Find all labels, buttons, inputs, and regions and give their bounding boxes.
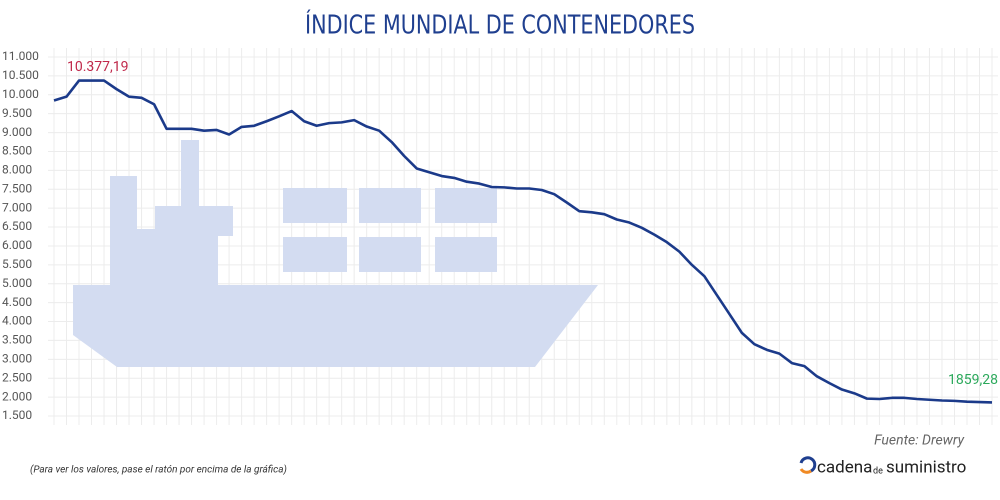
- y-tick-label: 8.500: [2, 144, 32, 158]
- y-tick-label: 10.000: [2, 87, 39, 101]
- y-tick-label: 1.500: [2, 408, 32, 422]
- y-tick-label: 8.000: [2, 163, 32, 177]
- y-tick-label: 2.500: [2, 370, 32, 384]
- brand-part: cadena: [817, 457, 872, 477]
- y-tick-label: 5.000: [2, 276, 32, 290]
- y-tick-label: 7.000: [2, 200, 32, 214]
- y-tick-label: 5.500: [2, 257, 32, 271]
- y-tick-label: 4.000: [2, 314, 32, 328]
- y-tick-label: 7.500: [2, 181, 32, 195]
- data-label: 10.377,19: [67, 59, 129, 75]
- chart-title: ÍNDICE MUNDIAL DE CONTENEDORES: [305, 9, 695, 41]
- y-tick-label: 3.000: [2, 351, 32, 365]
- data-line: [53, 79, 993, 404]
- plot: 10.377,19 1859,28: [53, 59, 998, 404]
- brand-part: suministro: [886, 457, 966, 477]
- y-tick-label: 11.000: [2, 49, 39, 63]
- y-tick-label: 6.500: [2, 219, 32, 233]
- data-label: 1859,28: [948, 372, 998, 388]
- y-tick-label: 4.500: [2, 295, 32, 309]
- y-tick-label: 10.500: [2, 68, 39, 82]
- y-tick-label: 9.500: [2, 106, 32, 120]
- y-tick-label: 6.000: [2, 238, 32, 252]
- y-tick-label: 3.500: [2, 333, 32, 347]
- footnote: (Para ver los valores, pase el ratón por…: [30, 464, 287, 476]
- y-tick-label: 2.000: [2, 389, 32, 403]
- brand-logo: cadena de suministro: [799, 456, 966, 477]
- brand-part: de: [873, 466, 883, 476]
- source: Fuente: Drewry: [874, 433, 964, 449]
- ship-illustration: [73, 140, 598, 367]
- y-tick-label: 9.000: [2, 125, 32, 139]
